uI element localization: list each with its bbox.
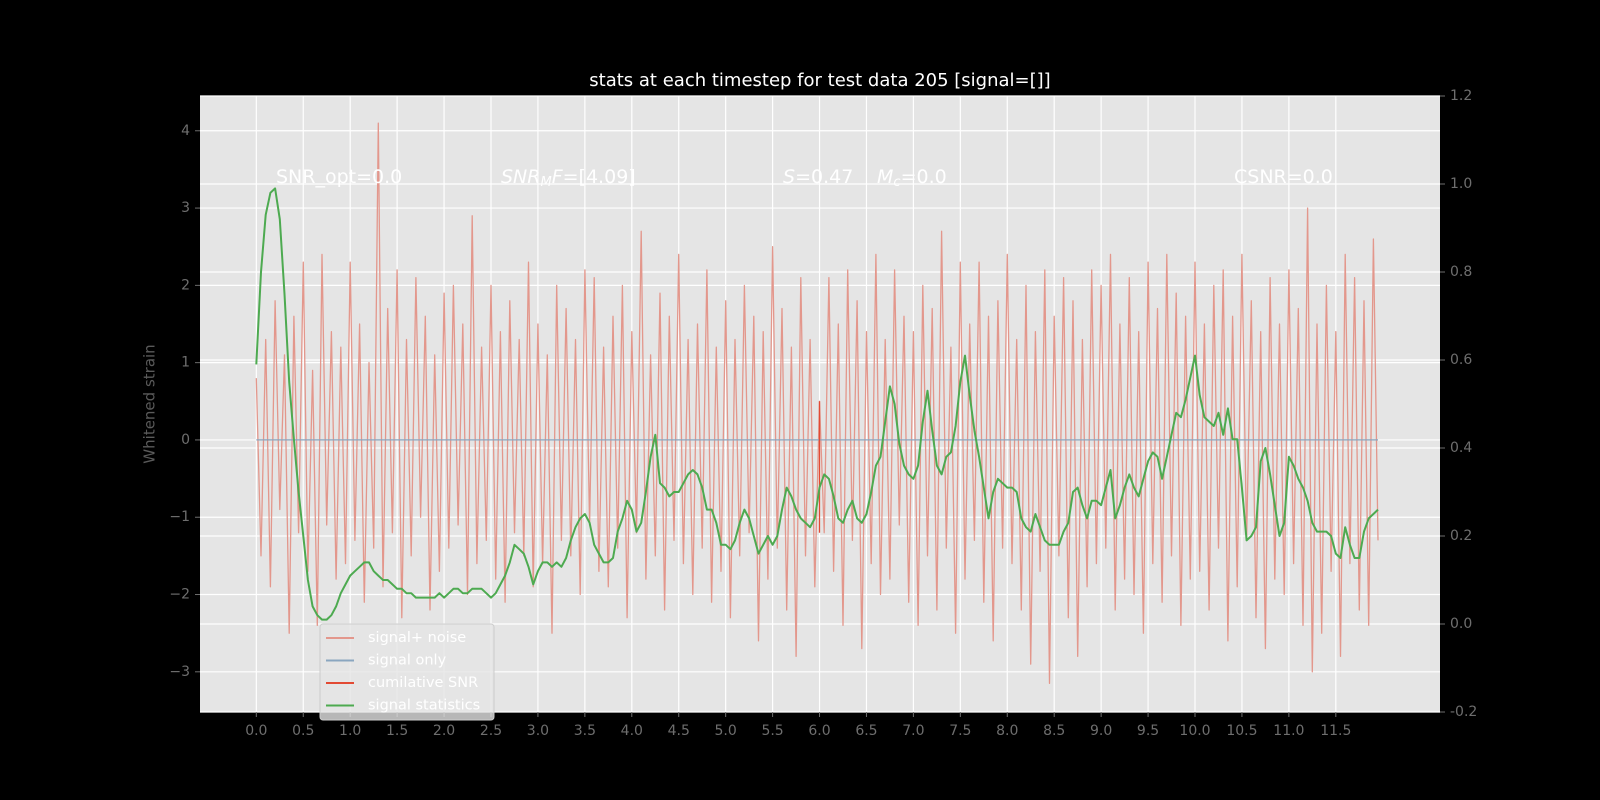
y2-tick-label: 1.2 <box>1450 88 1472 104</box>
annotation-part: =0.47 <box>795 166 853 188</box>
x-tick-label: 5.5 <box>761 723 783 739</box>
x-tick-label: 3.5 <box>574 723 596 739</box>
annotation: SNRMF=[4.09] <box>501 166 636 190</box>
y-axis-label: Whitened strain <box>141 344 159 463</box>
annotation-part: SNR <box>501 166 540 188</box>
y2-tick-label: 0.8 <box>1450 264 1472 280</box>
annotation-part: SNR_opt=0.0 <box>276 166 402 188</box>
y2-tick-label: 1.0 <box>1450 176 1472 192</box>
y-tick-label: 1 <box>181 355 190 371</box>
annotation: S=0.47 <box>783 166 853 188</box>
x-tick-label: 2.0 <box>433 723 455 739</box>
annotation-part: M <box>540 175 551 190</box>
y2-tick-label: 0.0 <box>1450 616 1472 632</box>
x-tick-label: 4.0 <box>621 723 643 739</box>
x-tick-label: 9.0 <box>1090 723 1112 739</box>
annotation: SNR_opt=0.0 <box>276 166 402 188</box>
annotation-part: M <box>877 166 893 188</box>
y-tick-label: −2 <box>169 587 190 603</box>
x-tick-label: 1.5 <box>386 723 408 739</box>
x-tick-label: 7.0 <box>902 723 924 739</box>
y-tick-label: −3 <box>169 664 190 680</box>
legend-label: cumilative SNR <box>368 675 478 691</box>
y-tick-label: 4 <box>181 123 190 139</box>
annotation-part: =0.0 <box>901 166 947 188</box>
x-tick-label: 8.0 <box>996 723 1018 739</box>
annotation-part: c <box>893 175 900 190</box>
x-tick-label: 6.0 <box>808 723 830 739</box>
y2-tick-label: -0.2 <box>1450 704 1477 720</box>
y-tick-label: −1 <box>169 509 190 525</box>
annotation-part: S <box>783 166 795 188</box>
x-tick-label: 0.5 <box>292 723 314 739</box>
y2-tick-label: 0.4 <box>1450 440 1472 456</box>
x-tick-label: 5.0 <box>715 723 737 739</box>
x-tick-label: 6.5 <box>855 723 877 739</box>
annotation: CSNR=0.0 <box>1234 166 1333 188</box>
legend-label: signal only <box>368 653 447 669</box>
x-tick-label: 10.0 <box>1179 723 1210 739</box>
chart-title: stats at each timestep for test data 205… <box>589 70 1050 91</box>
y-tick-label: 3 <box>181 200 190 216</box>
series-line <box>255 122 1379 685</box>
x-tick-label: 11.0 <box>1273 723 1304 739</box>
annotation-part: CSNR=0.0 <box>1234 166 1333 188</box>
x-tick-label: 3.0 <box>527 723 549 739</box>
annotation: Mc=0.0 <box>877 166 947 190</box>
grid <box>200 95 1440 713</box>
legend-box <box>319 623 495 721</box>
annotation-part: F <box>552 166 564 188</box>
x-tick-label: 4.5 <box>668 723 690 739</box>
legend: signal+ noise signal only cumilative SNR si… <box>319 623 495 721</box>
x-tick-label: 9.5 <box>1137 723 1159 739</box>
y2-tick-label: 0.2 <box>1450 528 1472 544</box>
y-tick-label: 0 <box>181 432 190 448</box>
annotation-part: =[4.09] <box>563 166 636 188</box>
x-tick-label: 11.5 <box>1320 723 1351 739</box>
x-tick-label: 8.5 <box>1043 723 1065 739</box>
y2-tick-label: 0.6 <box>1450 352 1472 368</box>
x-tick-label: 10.5 <box>1226 723 1257 739</box>
series-line <box>255 187 1379 621</box>
x-tick-label: 1.0 <box>339 723 361 739</box>
x-tick-label: 2.5 <box>480 723 502 739</box>
y-tick-label: 2 <box>181 277 190 293</box>
legend-label: signal statistics <box>368 698 480 714</box>
x-tick-label: 7.5 <box>949 723 971 739</box>
x-tick-label: 0.0 <box>245 723 267 739</box>
legend-label: signal+ noise <box>368 630 466 646</box>
